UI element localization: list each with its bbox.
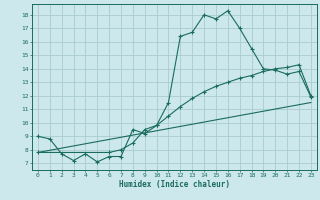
X-axis label: Humidex (Indice chaleur): Humidex (Indice chaleur) xyxy=(119,180,230,189)
